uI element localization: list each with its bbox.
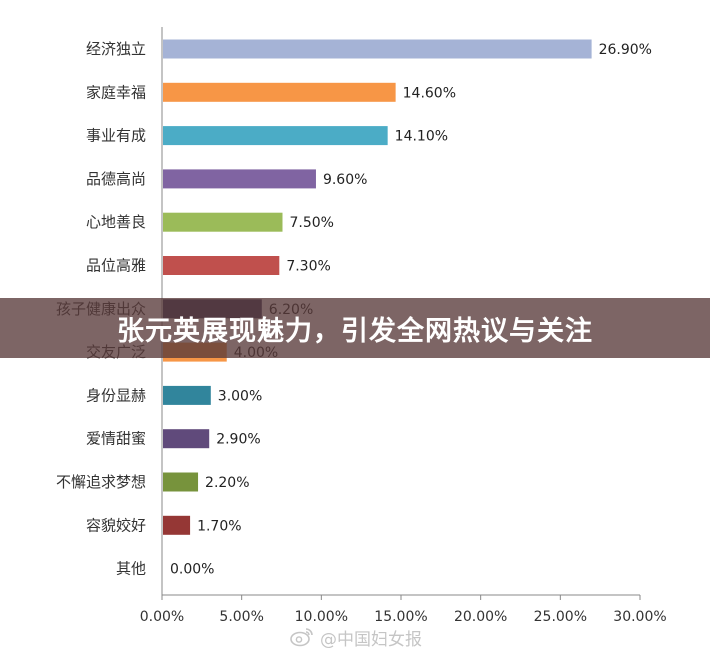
value-label: 26.90% xyxy=(599,42,652,58)
bar xyxy=(163,256,280,275)
category-label: 爱情甜蜜 xyxy=(86,430,146,448)
value-labels: 26.90%14.60%14.10%9.60%7.50%7.30%6.20%4.… xyxy=(170,42,652,578)
category-label: 不懈追求梦想 xyxy=(56,473,146,491)
bar xyxy=(163,82,396,102)
category-label: 家庭幸福 xyxy=(86,83,146,101)
bar xyxy=(163,472,199,492)
category-label: 容貌姣好 xyxy=(86,516,146,534)
value-label: 3.00% xyxy=(218,388,262,404)
weibo-icon xyxy=(290,628,313,647)
category-label: 其他 xyxy=(116,560,146,578)
x-tick-label: 15.00% xyxy=(374,609,427,625)
bar xyxy=(163,169,316,189)
category-label: 品德高尚 xyxy=(86,170,146,188)
value-label: 14.10% xyxy=(395,129,448,145)
banner-title: 张元英展现魅力，引发全网热议与关注 xyxy=(117,315,593,347)
value-label: 2.20% xyxy=(205,475,249,491)
category-label: 心地善良 xyxy=(86,213,146,231)
bar xyxy=(163,212,283,232)
bars xyxy=(163,39,592,535)
value-label: 14.60% xyxy=(403,85,456,101)
watermark: @中国妇女报 xyxy=(290,624,422,650)
bar xyxy=(163,39,592,59)
value-label: 7.50% xyxy=(290,215,334,231)
x-tick-label: 20.00% xyxy=(454,609,507,625)
bar xyxy=(163,429,210,449)
value-label: 9.60% xyxy=(323,172,367,188)
value-label: 2.90% xyxy=(216,432,260,448)
x-tick-label: 30.00% xyxy=(613,609,666,625)
x-tick-label: 0.00% xyxy=(140,609,184,625)
x-axis-ticks: 0.00% 5.00% 10.00% 15.00% 20.00% 25.00% 30.00% xyxy=(140,595,667,625)
value-label: 1.70% xyxy=(197,518,241,534)
x-tick-label: 25.00% xyxy=(534,609,587,625)
category-label: 事业有成 xyxy=(86,127,146,145)
x-tick-label: 5.00% xyxy=(219,609,263,625)
category-label: 身份显赫 xyxy=(86,386,146,404)
bar xyxy=(163,515,191,535)
x-tick-label: 10.00% xyxy=(295,609,348,625)
watermark-text: @中国妇女报 xyxy=(320,629,422,650)
bar xyxy=(163,385,211,405)
bar xyxy=(163,126,388,146)
value-label: 7.30% xyxy=(286,259,330,275)
category-label: 经济独立 xyxy=(86,40,146,58)
title-banner: 张元英展现魅力，引发全网热议与关注 xyxy=(0,298,710,358)
category-label: 品位高雅 xyxy=(86,257,146,275)
value-label: 0.00% xyxy=(170,562,214,578)
